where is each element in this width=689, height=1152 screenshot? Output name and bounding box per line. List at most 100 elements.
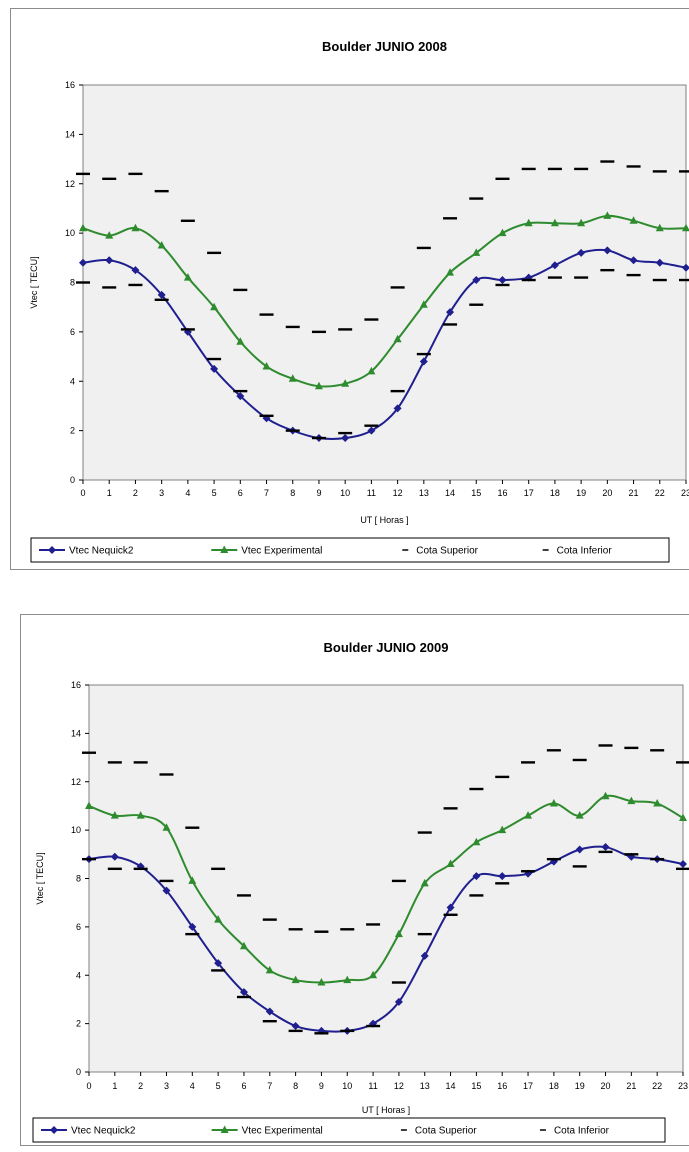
x-tick-label: 18	[549, 1081, 559, 1091]
vtec-experimental-point	[603, 211, 612, 219]
vtec-nequick2-point	[110, 852, 119, 861]
y-tick-label: 10	[65, 228, 75, 238]
vtec-nequick2-point	[629, 256, 638, 265]
vtec-nequick2-point	[210, 364, 219, 373]
x-tick-label: 11	[368, 1081, 377, 1091]
x-tick-label: 3	[164, 1081, 169, 1091]
y-tick-label: 0	[70, 475, 75, 485]
x-tick-label: 1	[112, 1081, 117, 1091]
x-tick-label: 17	[523, 1081, 533, 1091]
vtec-experimental-point	[239, 941, 248, 950]
vtec-experimental-point	[679, 813, 687, 822]
vtec-experimental-point	[498, 825, 507, 834]
x-tick-label: 20	[601, 1081, 611, 1091]
legend-cota-inferior-label: Cota Inferior	[554, 1126, 610, 1137]
x-tick-label: 17	[524, 488, 534, 498]
x-tick-label: 0	[86, 1081, 91, 1091]
legend-vtec-experimental-label: Vtec Experimental	[241, 546, 322, 557]
vtec-experimental-point	[446, 268, 455, 276]
vtec-experimental-point	[472, 837, 481, 846]
y-tick-label: 8	[70, 278, 75, 288]
x-tick-label: 19	[575, 1081, 585, 1091]
vtec-experimental-point	[210, 302, 219, 311]
vtec-nequick2-point	[679, 859, 687, 868]
chart-panel-2009: Boulder JUNIO 2009 0 2 4 6 8 10 12 14 16 0 1 2 3 4 5 6 7 8…	[20, 614, 689, 1146]
vtec-nequick2-point	[655, 258, 664, 267]
vtec-experimental-point	[85, 801, 93, 809]
x-tick-label: 0	[80, 488, 85, 498]
vtec-nequick2-point	[214, 959, 223, 968]
vtec-experimental-point	[549, 799, 558, 807]
vtec-experimental-point	[655, 223, 664, 232]
y-tick-label: 6	[70, 327, 75, 337]
x-tick-label: 18	[550, 488, 560, 498]
vtec-experimental-point	[341, 379, 350, 387]
vtec-experimental-point	[188, 876, 197, 884]
legend-vtec-nequick2-label: Vtec Nequick2	[69, 546, 134, 557]
x-tick-label: 15	[471, 1081, 481, 1091]
y-tick-label: 4	[70, 376, 75, 386]
vtec-nequick2-point	[239, 988, 248, 997]
vtec-nequick2-point	[601, 843, 610, 852]
legend-vtec-experimental-marker	[220, 545, 229, 553]
x-tick-label: 20	[602, 488, 612, 498]
vtec-nequick2-point	[393, 404, 402, 413]
y-tick-label: 0	[76, 1067, 81, 1077]
vtec-nequick2-point	[498, 276, 507, 285]
x-tick-label: 6	[238, 488, 243, 498]
x-tick-label: 22	[655, 488, 665, 498]
x-axis-label: UT [ Horas ]	[360, 515, 408, 525]
x-tick-label: 4	[185, 488, 190, 498]
vtec-experimental-point	[265, 965, 274, 974]
vtec-nequick2-point	[577, 248, 586, 257]
legend-vtec-nequick2-marker	[48, 546, 56, 554]
vtec-experimental-point	[419, 300, 428, 308]
vtec-experimental-point	[157, 240, 166, 249]
vtec-experimental-point	[110, 811, 119, 819]
vtec-experimental-point	[367, 366, 376, 375]
x-tick-label: 23	[678, 1081, 688, 1091]
vtec-experimental-point	[236, 337, 245, 345]
y-tick-label: 10	[71, 825, 81, 835]
vtec-experimental-point	[472, 248, 481, 256]
x-tick-label: 19	[576, 488, 586, 498]
x-tick-label: 11	[367, 488, 376, 498]
x-tick-label: 10	[342, 1081, 352, 1091]
x-tick-label: 14	[446, 1081, 456, 1091]
vtec-experimental-point	[446, 859, 455, 867]
vtec-nequick2-point	[236, 392, 245, 401]
vtec-nequick2-point	[498, 872, 507, 881]
vtec-experimental-point	[288, 374, 297, 382]
vtec-nequick2-point	[341, 434, 350, 443]
x-tick-label: 5	[212, 488, 217, 498]
x-tick-label: 8	[293, 1081, 298, 1091]
vtec-nequick2-point	[603, 246, 612, 255]
legend-cota-superior-label: Cota Superior	[416, 546, 478, 557]
vtec-experimental-point	[577, 218, 586, 227]
vtec-experimental-point	[498, 228, 507, 237]
vtec-nequick2-point	[472, 276, 481, 285]
vtec-experimental-point	[317, 978, 326, 986]
chart-panel-2008: Boulder JUNIO 2008 0 2 4 6 8 10 12 14 16 0 1 2 3 4 5 6 7 8…	[10, 8, 689, 570]
x-tick-label: 14	[445, 488, 455, 498]
vtec-nequick2-point	[575, 845, 584, 854]
vtec-nequick2-point	[446, 903, 455, 912]
y-tick-label: 12	[71, 777, 81, 787]
vtec-experimental-point	[183, 273, 192, 281]
vtec-experimental-line	[82, 214, 687, 388]
vtec-experimental-point	[550, 218, 559, 227]
vtec-nequick2-point	[157, 290, 166, 299]
x-tick-label: 15	[471, 488, 481, 498]
legend-box	[30, 537, 670, 563]
vtec-nequick2-point	[265, 1007, 274, 1016]
vtec-nequick2-point	[682, 263, 689, 272]
vtec-nequick2-point	[549, 857, 558, 866]
x-axis-label: UT [ Horas ]	[362, 1105, 410, 1115]
y-tick-label: 16	[71, 680, 81, 690]
vtec-experimental-point	[682, 223, 689, 232]
vtec-experimental-point	[524, 218, 533, 227]
legend-vtec-nequick2-marker	[50, 1126, 58, 1134]
legend-vtec-nequick2-label: Vtec Nequick2	[71, 1126, 136, 1137]
y-tick-label: 6	[76, 922, 81, 932]
